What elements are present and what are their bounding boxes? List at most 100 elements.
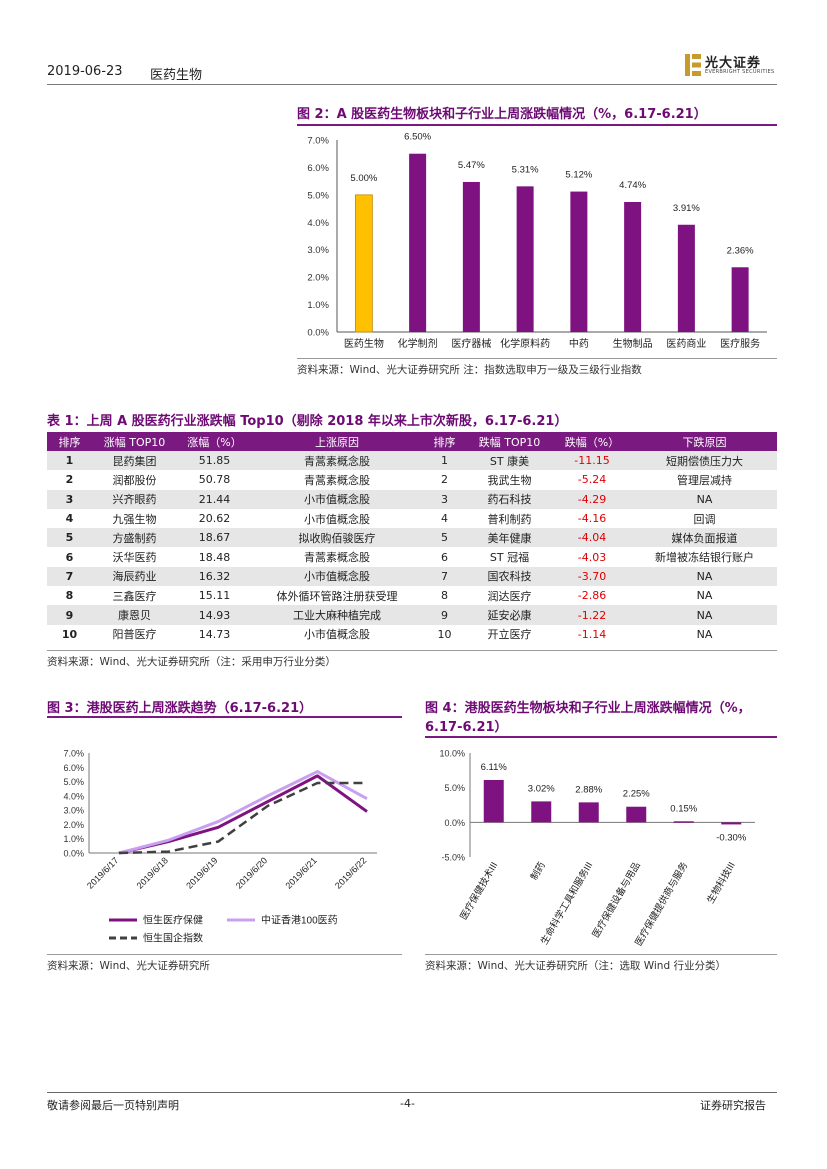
legend-label: 恒生国企指数 <box>143 932 203 945</box>
table-cell: 短期偿债压力大 <box>632 451 777 471</box>
table1-source-rule <box>47 650 777 651</box>
y-tick-label: 3.0% <box>63 806 84 816</box>
table-row: 9 康恩贝 14.93 工业大麻种植完成 9 延安必康 -1.22 NA <box>47 605 777 625</box>
bar <box>409 153 427 332</box>
x-tick-label: 医药商业 <box>666 337 706 350</box>
table-cell: 兴齐眼药 <box>92 489 177 509</box>
bar <box>483 779 504 823</box>
table-cell: 国农科技 <box>467 566 552 587</box>
fig3-source: 资料来源：Wind、光大证券研究所 <box>47 960 210 972</box>
y-tick-label: 4.0% <box>307 218 329 229</box>
data-label: 3.02% <box>528 783 555 794</box>
table-cell: NA <box>632 605 777 625</box>
table-cell: ST 康美 <box>467 451 552 471</box>
table-cell: 4 <box>441 512 448 526</box>
table-cell: 青蒿素概念股 <box>304 551 370 565</box>
table-cell: 4 <box>65 512 74 526</box>
y-tick-label: 7.0% <box>307 136 329 147</box>
table-cell: 体外循环管路注册获受理 <box>276 589 398 603</box>
data-label: -0.30% <box>716 832 747 843</box>
series-line <box>118 781 367 855</box>
y-tick-label: -5.0% <box>441 853 465 863</box>
table-cell: 8 <box>441 589 448 603</box>
table-cell: 2 <box>441 473 448 487</box>
y-tick-label: 5.0% <box>307 190 329 201</box>
y-tick-label: 5.0% <box>444 783 465 793</box>
logo-subtext: EVERBRIGHT SECURITIES <box>705 69 775 75</box>
y-tick-label: 6.0% <box>63 763 84 773</box>
table-cell: 美年健康 <box>467 528 552 548</box>
table-cell: 15.11 <box>198 589 231 603</box>
table-cell: 18.48 <box>198 550 231 564</box>
table-header-cell: 涨幅（%） <box>177 432 252 451</box>
table-cell: 青蒿素概念股 <box>252 451 422 471</box>
data-label: 5.12% <box>565 170 592 181</box>
top10-table: 排序 涨幅 TOP10 涨幅（%） 上涨原因 排序 跌幅 TOP10 跌幅（%） 下跌原因 1… <box>47 432 777 644</box>
bar <box>354 194 373 333</box>
x-tick-label: 化学制剂 <box>398 337 438 350</box>
x-tick-label: 2019/6/21 <box>283 855 318 890</box>
fig2-source: 资料来源：Wind、光大证券研究所 注：指数选取申万一级及三级行业指数 <box>297 364 642 376</box>
x-tick-label: 医疗器械 <box>451 337 491 350</box>
table-cell: 青蒿素概念股 <box>304 473 370 487</box>
table-header-cell: 涨幅 TOP10 <box>92 432 177 451</box>
y-tick-label: 4.0% <box>63 791 84 801</box>
table-cell: -4.04 <box>552 528 632 548</box>
data-label: 2.88% <box>575 784 602 795</box>
series-line <box>118 774 368 855</box>
bar <box>570 191 588 332</box>
table-cell: NA <box>632 489 777 509</box>
table-cell: 14.73 <box>198 627 231 641</box>
legend-label: 恒生医疗保健 <box>143 914 203 927</box>
fig2-title: 图 2：A 股医药生物板块和子行业上周涨跌幅情况（%，6.17-6.21） <box>297 107 707 122</box>
table-cell: 51.85 <box>177 451 252 471</box>
table-row: 7 海辰药业 16.32 小市值概念股 7 国农科技 -3.70 NA <box>47 566 777 587</box>
table-cell: -4.29 <box>552 489 632 509</box>
table-cell: 润达医疗 <box>487 589 532 603</box>
data-label: 5.47% <box>458 160 485 171</box>
table-row: 6 沃华医药 18.48 青蒿素概念股 6 ST 冠福 -4.03 新增被冻结银行账户 <box>47 547 777 566</box>
table-cell: -11.15 <box>552 451 632 471</box>
data-label: 3.91% <box>673 203 700 214</box>
bar <box>516 186 534 332</box>
data-label: 2.36% <box>727 245 754 256</box>
footer-divider <box>47 1092 777 1093</box>
table-row: 10 阳普医疗 14.73 小市值概念股 10 开立医疗 -1.14 NA <box>47 625 777 644</box>
y-tick-label: 1.0% <box>307 300 329 311</box>
data-label: 5.31% <box>512 164 539 175</box>
table-cell: 小市值概念股 <box>252 566 422 587</box>
x-tick-label: 化学原料药 <box>500 337 550 350</box>
table-header-cell: 排序 <box>47 432 92 451</box>
fig4-title-rule <box>425 736 777 738</box>
bar <box>673 821 694 823</box>
series-line <box>118 770 368 855</box>
fig4-title-line2: 6.17-6.21） <box>425 720 508 735</box>
bar <box>731 267 749 332</box>
table-cell: 2 <box>65 473 74 487</box>
table-header-cell: 排序 <box>422 432 467 451</box>
table-cell: -4.03 <box>577 550 607 564</box>
y-tick-label: 5.0% <box>63 777 84 787</box>
data-label: 0.15% <box>670 803 697 814</box>
table-header-cell: 上涨原因 <box>252 432 422 451</box>
table-cell: 3 <box>422 489 467 509</box>
table-cell: 润都股份 <box>112 473 157 487</box>
table-cell: 三鑫医疗 <box>112 589 157 603</box>
table-cell: 6 <box>441 550 448 564</box>
table-cell: -1.22 <box>552 605 632 625</box>
table-cell: NA <box>696 589 713 603</box>
table-cell: -5.24 <box>577 473 607 487</box>
fig2-chart: 0.0% 1.0% 2.0% 3.0% 4.0% 5.0% 6.0% 7.0% 5.00% 医药生… <box>307 132 767 350</box>
table-cell: 6 <box>65 550 74 564</box>
table-cell: 9 <box>47 605 92 625</box>
x-tick-label: 2019/6/19 <box>184 855 219 890</box>
x-tick-label: 医疗保健设备与用品 <box>590 860 643 940</box>
y-tick-label: 3.0% <box>307 245 329 256</box>
table-cell: 九强生物 <box>112 512 157 526</box>
x-tick-label: 生物制品 <box>613 337 653 350</box>
table-cell: 海辰药业 <box>92 566 177 587</box>
table-cell: 小市值概念股 <box>304 512 370 526</box>
legend-label: 中证香港100医药 <box>261 914 338 927</box>
table-cell: 5 <box>422 528 467 548</box>
fig2-source-rule <box>297 358 777 359</box>
